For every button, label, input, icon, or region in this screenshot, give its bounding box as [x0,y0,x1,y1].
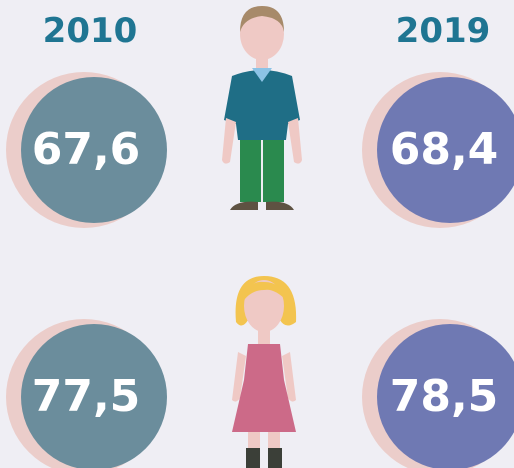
value-label: 67,6 [32,124,141,175]
year-label: 2010 [43,11,138,51]
year-label: 2019 [396,11,491,51]
value-label: 68,4 [390,124,499,175]
value-label: 77,5 [32,371,141,422]
gauge: 68,4 [362,72,514,228]
infographic: 2010 2019 67,6 68,4 77,5 78,5 [0,0,514,468]
value-label: 78,5 [390,371,499,422]
